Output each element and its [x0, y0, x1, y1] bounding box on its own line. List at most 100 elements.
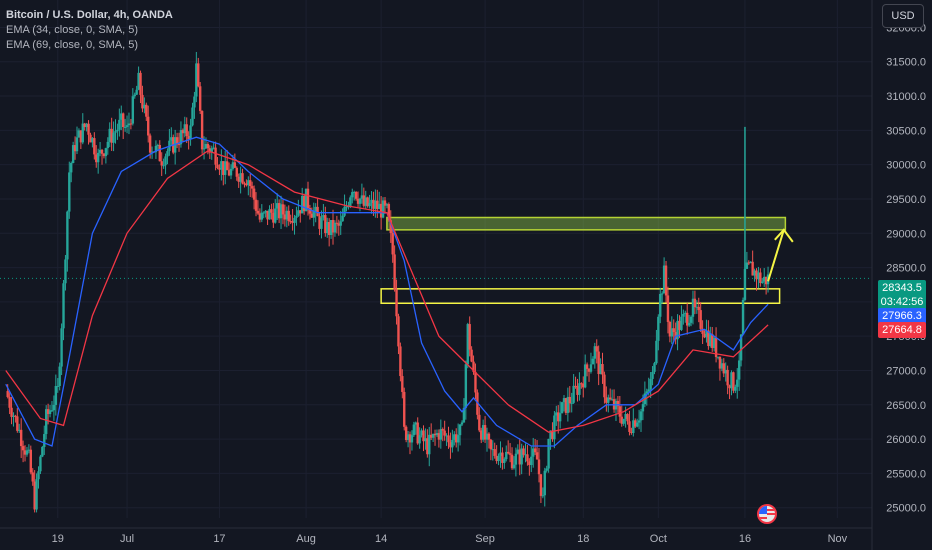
candle-body: [43, 434, 46, 447]
candle-body: [522, 448, 525, 455]
candle-body: [510, 454, 514, 469]
candle-body: [466, 324, 469, 365]
candle-body: [310, 213, 314, 218]
candle-body: [250, 186, 254, 189]
candle-body: [755, 270, 758, 280]
candle-body: [70, 163, 73, 173]
candle-body: [462, 407, 466, 423]
candle-body: [759, 272, 762, 283]
candle-body: [135, 89, 138, 95]
candle-body: [560, 402, 564, 414]
candle-body: [524, 454, 527, 456]
candle-body: [647, 389, 650, 392]
candle-body: [133, 94, 136, 97]
candle-body: [676, 320, 679, 340]
candle-body: [639, 411, 643, 421]
candle-body: [745, 262, 749, 269]
candle-body: [456, 435, 460, 443]
candle-body: [326, 222, 329, 234]
candle-body: [435, 433, 439, 436]
candle-body: [585, 364, 589, 369]
candle-body: [580, 383, 583, 385]
candle-body: [495, 455, 498, 462]
candle-body: [154, 145, 158, 153]
candle-body: [680, 316, 683, 330]
candle-body: [478, 414, 481, 431]
candle-body: [726, 369, 729, 386]
candle-body: [597, 351, 600, 375]
candle-body: [763, 276, 766, 282]
candle-body: [557, 412, 560, 422]
candle-body: [299, 210, 302, 214]
candle-body: [657, 316, 660, 341]
candle-body: [372, 199, 375, 209]
candle-body: [551, 430, 554, 440]
candle-body: [150, 151, 154, 153]
candle-body: [181, 130, 185, 134]
candle-body: [539, 474, 543, 496]
us-flag-icon[interactable]: [757, 504, 777, 524]
candle-body: [364, 197, 367, 206]
currency-button[interactable]: USD: [882, 4, 924, 28]
candle-body: [308, 208, 312, 214]
candle-body: [493, 449, 496, 456]
candle-body: [553, 415, 556, 440]
candle-body: [198, 86, 202, 111]
candle-body: [445, 435, 448, 437]
candle-body: [197, 63, 200, 87]
ema34-legend[interactable]: EMA (34, close, 0, SMA, 5): [6, 24, 139, 36]
candle-body: [668, 321, 672, 337]
x-tick-label: 17: [213, 533, 225, 545]
candle-body: [712, 337, 716, 348]
candle-body: [389, 220, 392, 234]
candle-body: [339, 221, 342, 226]
candle-body: [408, 434, 412, 443]
y-tick-label: 25500.0: [886, 468, 926, 480]
candle-body: [379, 203, 383, 218]
candle-body: [349, 197, 352, 207]
candle-body: [562, 398, 566, 403]
candle-body: [595, 346, 598, 352]
candle-body: [8, 396, 11, 408]
candle-body: [439, 429, 443, 440]
candle-body: [129, 123, 133, 125]
candle-body: [222, 161, 225, 175]
candle-body: [264, 210, 267, 213]
y-tick-label: 26000.0: [886, 434, 926, 446]
candle-body: [77, 130, 81, 138]
candle-body: [734, 386, 737, 391]
candle-body: [686, 312, 689, 326]
candle-body: [370, 199, 373, 204]
candle-body: [66, 211, 69, 260]
ema69-legend[interactable]: EMA (69, close, 0, SMA, 5): [6, 39, 139, 51]
candle-body: [660, 293, 664, 295]
symbol-title[interactable]: Bitcoin / U.S. Dollar, 4h, OANDA: [6, 9, 173, 21]
candle-body: [703, 333, 706, 338]
candle-body: [659, 293, 662, 317]
candle-body: [691, 298, 695, 317]
candle-body: [204, 144, 208, 149]
candle-body: [85, 123, 88, 128]
candle-body: [757, 272, 760, 280]
candle-body: [46, 409, 50, 415]
candle-body: [156, 144, 160, 146]
candle-body: [558, 413, 562, 422]
candle-body: [429, 434, 433, 438]
candle-body: [576, 386, 579, 395]
candle-body: [437, 433, 441, 440]
candle-body: [189, 125, 192, 140]
candle-body: [118, 119, 121, 130]
candle-body: [27, 449, 31, 451]
candle-body: [277, 203, 281, 219]
candle-body: [274, 208, 277, 223]
x-tick-label: Oct: [650, 533, 667, 545]
candle-body: [137, 72, 140, 90]
candle-body: [508, 453, 512, 455]
candle-body: [301, 195, 304, 214]
candle-body: [701, 328, 704, 334]
candle-body: [591, 358, 595, 365]
candle-body: [555, 412, 558, 416]
candle-body: [724, 369, 727, 374]
